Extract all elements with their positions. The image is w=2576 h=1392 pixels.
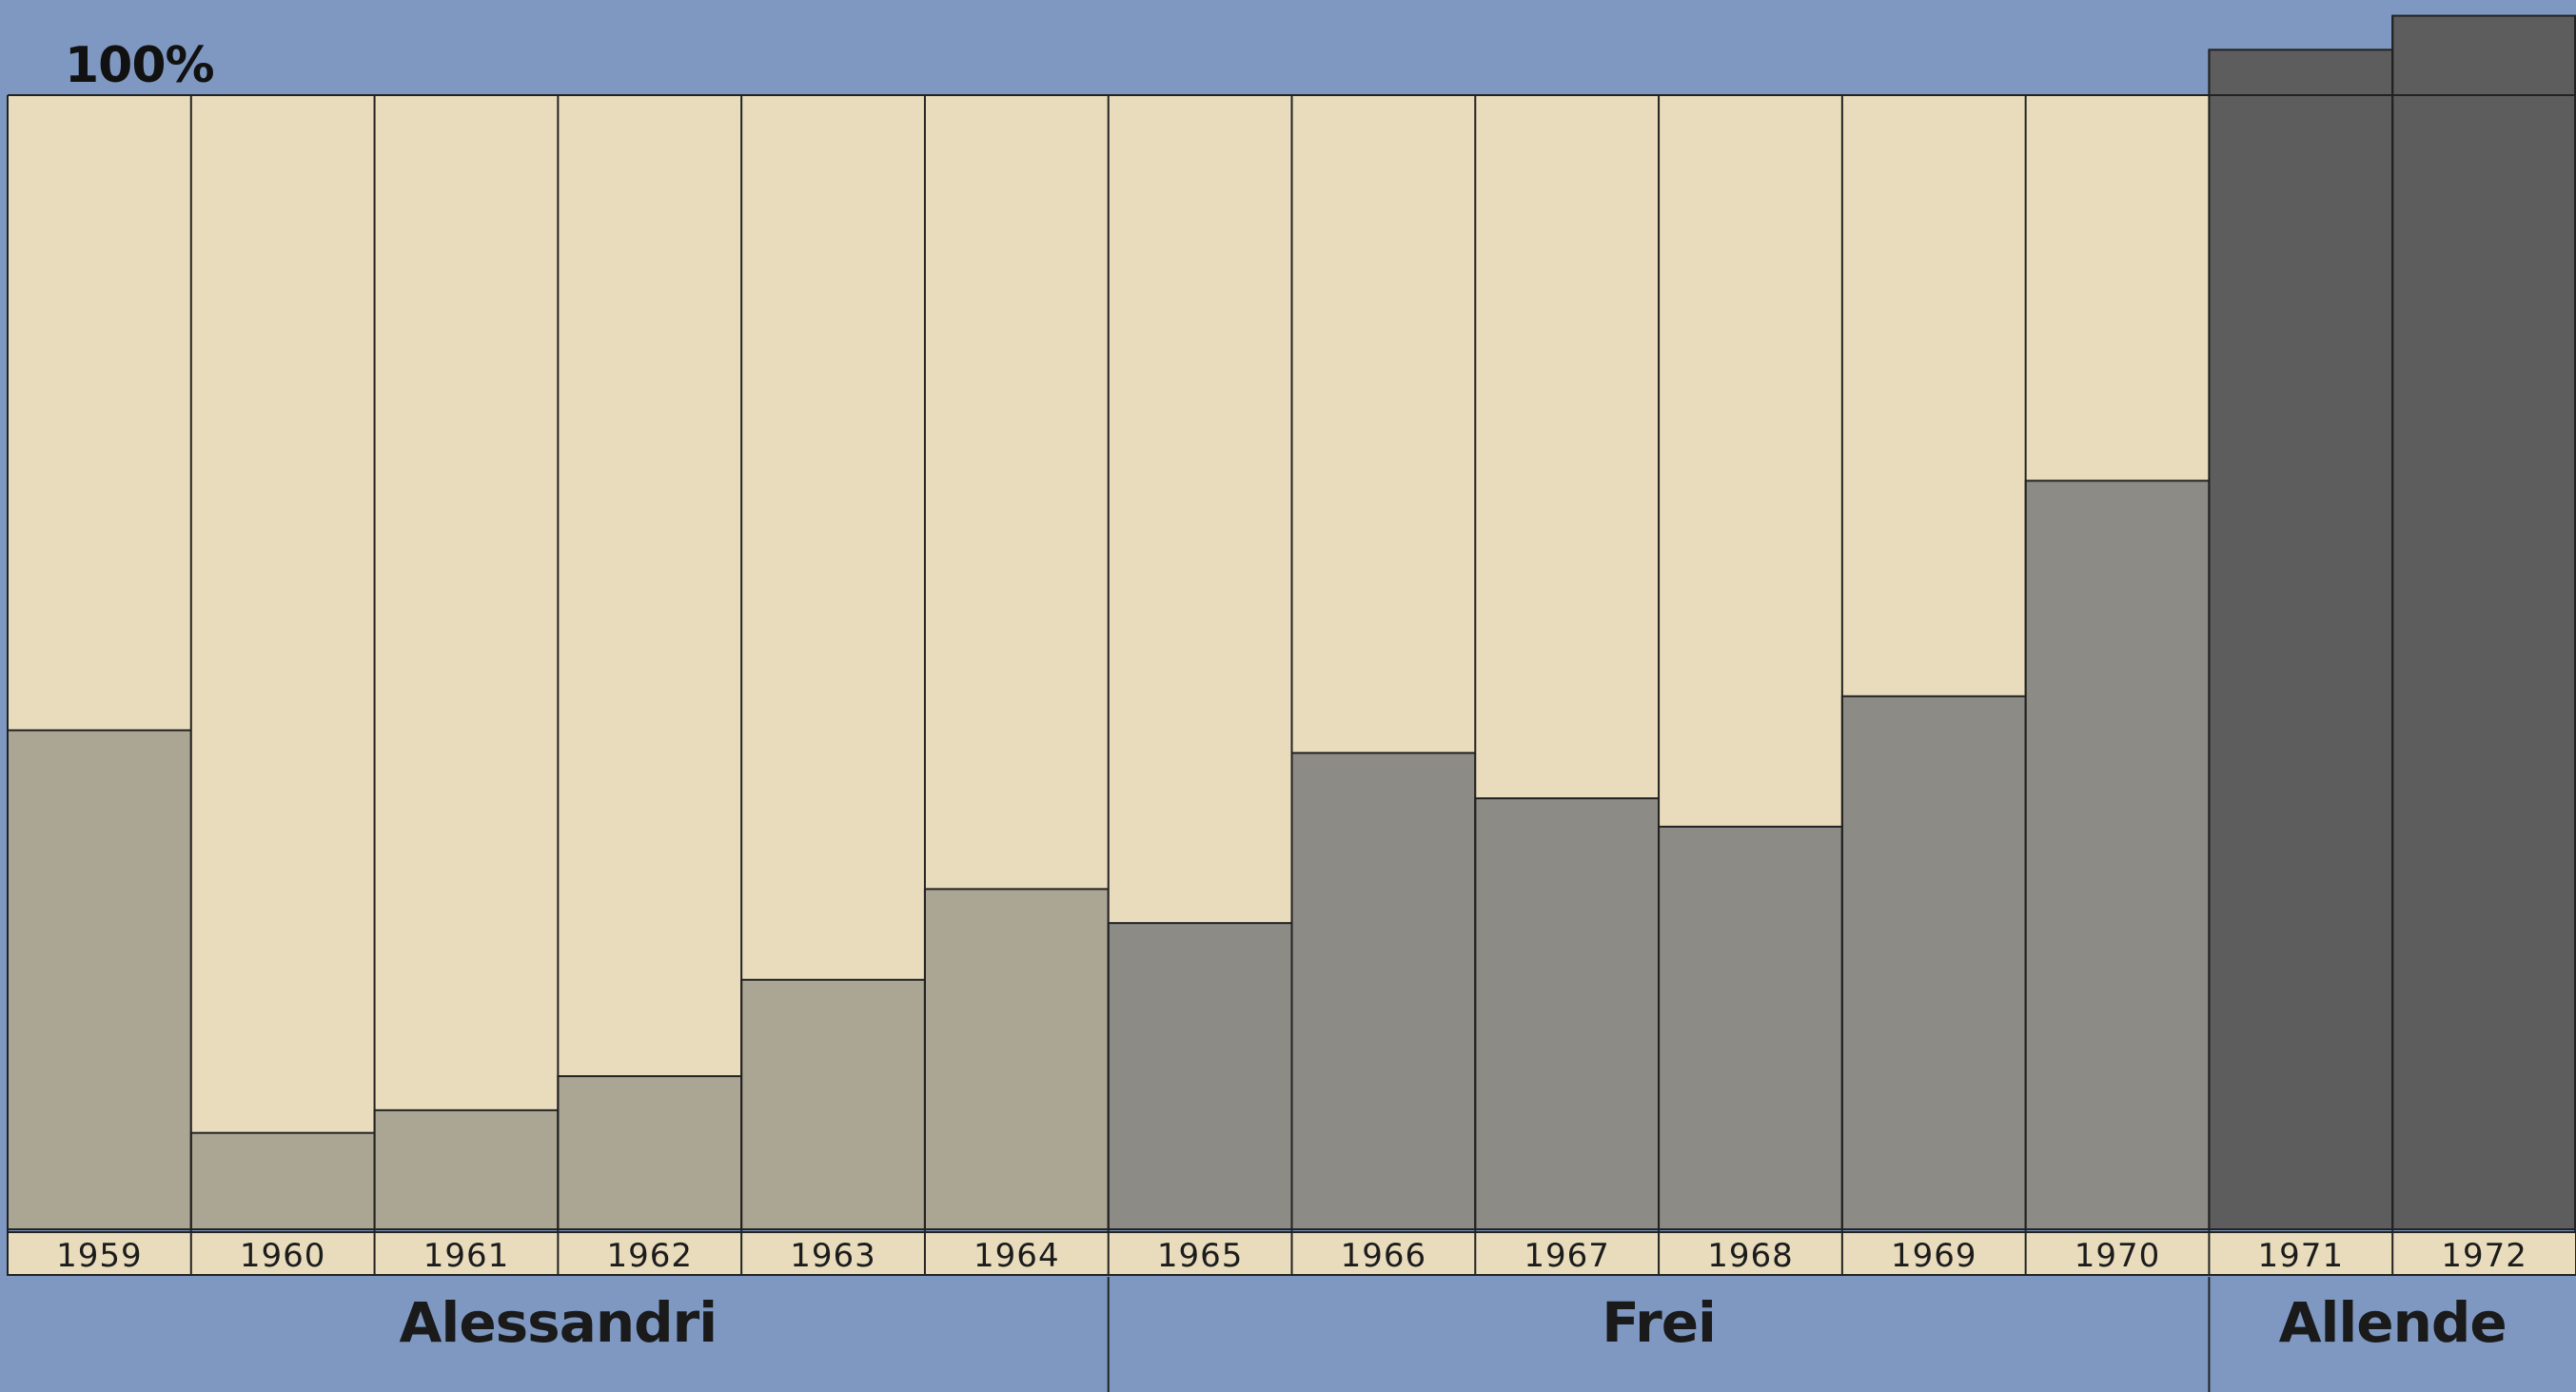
bar-1962 (557, 1075, 743, 1230)
remainder-1963 (741, 95, 925, 980)
bar-1966 (1290, 752, 1477, 1230)
tick-label-1967: 1967 (1524, 1237, 1610, 1275)
remainder-1967 (1475, 95, 1660, 799)
bar-1972 (2391, 14, 2576, 1230)
tick-label-1959: 1959 (56, 1237, 143, 1275)
tick-label-1969: 1969 (1891, 1237, 1977, 1275)
tick-label-1960: 1960 (240, 1237, 326, 1275)
administration-label-frei: Frei (1602, 1290, 1716, 1355)
bar-1964 (923, 888, 1110, 1231)
remainder-1964 (924, 95, 1109, 890)
remainder-1961 (374, 95, 559, 1110)
bar-1963 (740, 978, 926, 1230)
tick-label-1971: 1971 (2258, 1237, 2345, 1275)
tick-label-1968: 1968 (1707, 1237, 1794, 1275)
remainder-1960 (190, 95, 375, 1133)
remainder-1966 (1291, 95, 1476, 754)
tick-label-1963: 1963 (790, 1237, 876, 1275)
administration-label-allende: Allende (2279, 1290, 2507, 1355)
tick-label-1966: 1966 (1341, 1237, 1427, 1275)
bar-1959 (7, 729, 192, 1230)
bar-1967 (1474, 797, 1661, 1230)
tick-label-1964: 1964 (973, 1237, 1060, 1275)
x-axis-ticks: 1959 1960 1961 1962 1963 1964 1965 1966 1967 1968… (7, 1231, 2576, 1276)
administration-label-alessandri: Alessandri (400, 1290, 718, 1355)
chart-columns (7, 14, 2576, 1275)
remainder-1969 (1841, 95, 2026, 696)
hundred-percent-label: 100% (65, 37, 214, 94)
remainder-1968 (1659, 95, 1842, 827)
bar-1960 (189, 1131, 376, 1231)
bar-1968 (1658, 825, 1843, 1231)
tick-label-1962: 1962 (606, 1237, 693, 1275)
remainder-1959 (8, 95, 191, 731)
tick-label-1961: 1961 (423, 1237, 510, 1275)
bar-1970 (2024, 480, 2211, 1230)
bar-1965 (1107, 922, 1293, 1230)
bar-1961 (373, 1108, 560, 1230)
tick-label-1970: 1970 (2075, 1237, 2161, 1275)
remainder-1962 (558, 95, 742, 1077)
bar-1971 (2208, 49, 2394, 1231)
tick-label-1972: 1972 (2441, 1237, 2527, 1275)
bar-1969 (1840, 695, 2027, 1230)
remainder-1965 (1108, 95, 1292, 924)
tick-label-1965: 1965 (1157, 1237, 1244, 1275)
administration-labels: Alessandri Frei Allende (400, 1277, 2507, 1392)
remainder-1970 (2025, 95, 2210, 481)
